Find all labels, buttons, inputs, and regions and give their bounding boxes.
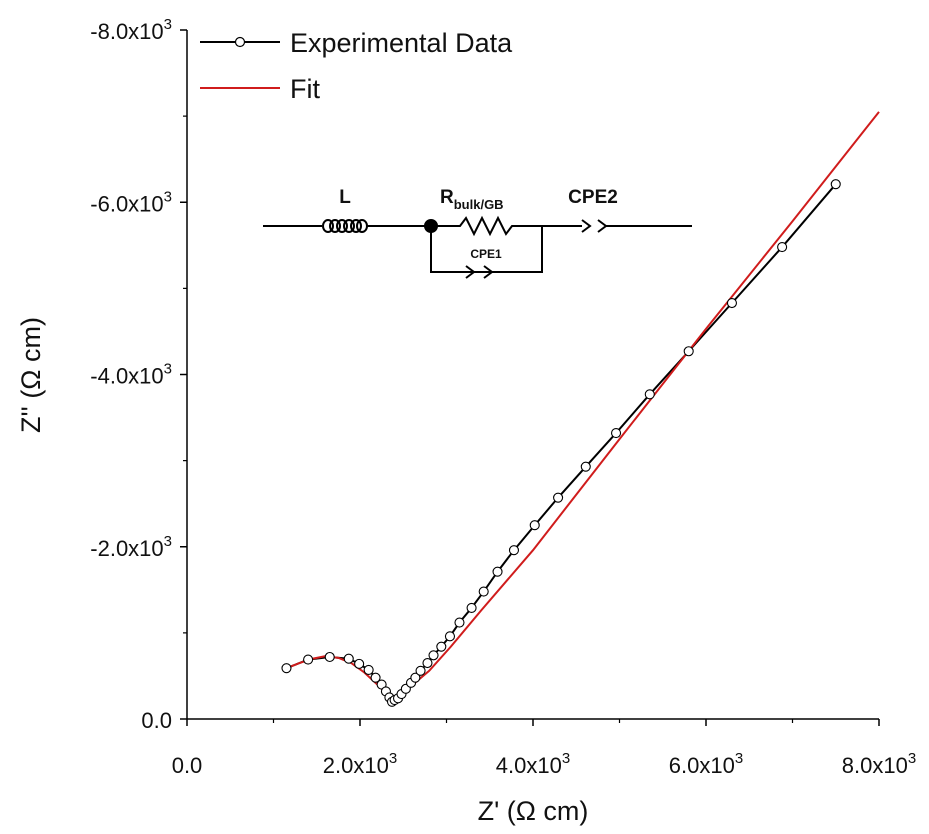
experimental-data-point: [644, 389, 655, 400]
experimental-data-point: [444, 631, 456, 642]
inductor-label: L: [339, 187, 351, 208]
experimental-data-point: [580, 461, 591, 472]
legend-fit-label: Fit: [290, 74, 320, 104]
y-axis-title: Z'' (Ω cm): [16, 317, 46, 433]
experimental-data-line: [286, 183, 837, 704]
ticks: [180, 29, 880, 726]
experimental-data-point: [343, 653, 354, 664]
y-tick-label: -6.0x103: [90, 188, 172, 216]
experimental-data-point: [415, 665, 426, 676]
resistor-label-main: R: [440, 187, 454, 208]
experimental-data-point: [610, 428, 622, 439]
experimental-data-point: [683, 346, 694, 357]
tick-labels: 0.0 2.0x103 4.0x103 6.0x103 8.0x103 0.0 -2.0x1…: [90, 16, 916, 778]
experimental-data-point: [726, 297, 738, 309]
experimental-data-point: [436, 641, 447, 652]
resistor-icon: [431, 215, 542, 237]
x-axis-title: Z' (Ω cm): [478, 796, 589, 826]
experimental-data-point: [553, 492, 564, 503]
cpe2-label: CPE2: [568, 187, 618, 208]
y-tick-label: -8.0x103: [90, 16, 172, 44]
experimental-data-point: [354, 658, 365, 669]
x-tick-label: 0.0: [172, 753, 203, 778]
experimental-data-point: [303, 654, 314, 665]
x-tick-label: 2.0x103: [323, 750, 397, 778]
legend: Experimental Data Fit: [200, 28, 513, 104]
experimental-data-point: [281, 663, 292, 674]
cpe1-icon: [465, 265, 494, 279]
experimental-data-point: [428, 650, 439, 661]
experimental-data-point: [492, 566, 503, 577]
inductor-icon: [322, 219, 368, 233]
legend-experimental-marker: [234, 36, 246, 48]
legend-experimental-label: Experimental Data: [290, 28, 513, 58]
experimental-data-point: [422, 657, 433, 669]
circuit-inset: [263, 215, 692, 279]
experimental-data-point: [466, 602, 477, 613]
y-tick-label: -4.0x103: [90, 361, 172, 389]
x-tick-label: 6.0x103: [669, 750, 743, 778]
y-tick-label: -2.0x103: [90, 533, 172, 561]
y-tick-label: 0.0: [141, 708, 172, 733]
resistor-label-sub: bulk/GB: [454, 197, 504, 212]
x-tick-label: 4.0x103: [496, 750, 570, 778]
axes: [186, 30, 879, 720]
parallel-branch-wire: [430, 226, 543, 273]
cpe1-label: CPE1: [470, 247, 502, 261]
experimental-data-point: [830, 179, 841, 190]
experimental-data-point: [324, 651, 335, 663]
experimental-data-point: [363, 664, 374, 675]
series-layer: [281, 111, 880, 707]
experimental-data-point: [529, 520, 540, 531]
experimental-data-point: [410, 672, 421, 683]
experimental-data-point: [454, 617, 465, 628]
resistor-label: Rbulk/GB: [440, 187, 504, 212]
experimental-data-point: [777, 241, 788, 253]
x-tick-label: 8.0x103: [842, 750, 916, 778]
experimental-data-point: [370, 672, 381, 683]
cpe2-icon: [581, 219, 608, 233]
experimental-data-point: [508, 545, 520, 556]
experimental-data-point: [478, 586, 489, 597]
